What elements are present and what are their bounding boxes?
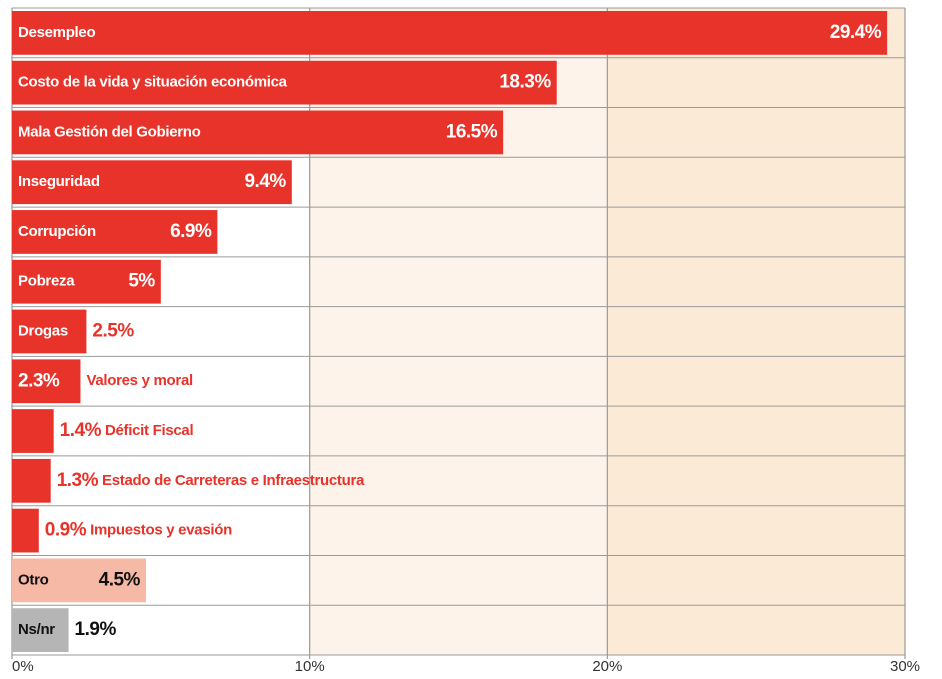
bar [12, 458, 51, 503]
bar [12, 409, 54, 453]
value-label: 0.9% [45, 520, 87, 541]
value-label: 4.5% [99, 569, 141, 590]
value-label: 18.3% [499, 72, 551, 93]
x-tick-label: 10% [295, 658, 325, 675]
bar [12, 11, 888, 55]
value-label: 2.3% [18, 370, 60, 391]
category-label: Mala Gestión del Gobierno [18, 123, 201, 140]
category-label: Drogas [18, 322, 68, 339]
value-label: 1.3% [57, 470, 99, 491]
x-tick-label: 0% [12, 658, 34, 675]
category-label: Inseguridad [18, 173, 100, 190]
bar [12, 259, 161, 304]
value-label: 6.9% [170, 221, 212, 242]
x-tick-label: 20% [592, 658, 622, 675]
bar [12, 608, 69, 652]
bar [12, 508, 39, 553]
category-label: Costo de la vida y situación económica [18, 74, 288, 91]
category-label: Impuestos y evasión [90, 522, 232, 539]
value-label: 29.4% [830, 22, 882, 43]
value-label: 1.4% [60, 420, 102, 441]
category-label: Otro [18, 571, 49, 588]
bar [12, 60, 557, 105]
value-label: 2.5% [92, 321, 134, 342]
value-label: 1.9% [75, 619, 117, 640]
category-label: Pobreza [18, 273, 75, 290]
x-tick-label: 30% [890, 658, 920, 675]
category-label: Ns/nr [18, 621, 55, 638]
category-label: Estado de Carreteras e Infraestructura [102, 472, 365, 489]
category-label: Desempleo [18, 24, 95, 41]
value-label: 5% [128, 271, 155, 292]
bar [12, 558, 146, 603]
bar [12, 359, 81, 404]
category-label: Corrupción [18, 223, 96, 240]
category-label: Valores y moral [86, 372, 193, 389]
bar [12, 160, 292, 205]
background-band [607, 8, 905, 655]
bar [12, 210, 218, 254]
background-band [309, 8, 608, 655]
value-label: 16.5% [446, 121, 498, 142]
bar [12, 110, 504, 155]
category-label: Déficit Fiscal [105, 422, 193, 439]
value-label: 9.4% [244, 171, 286, 192]
bar [12, 309, 87, 354]
